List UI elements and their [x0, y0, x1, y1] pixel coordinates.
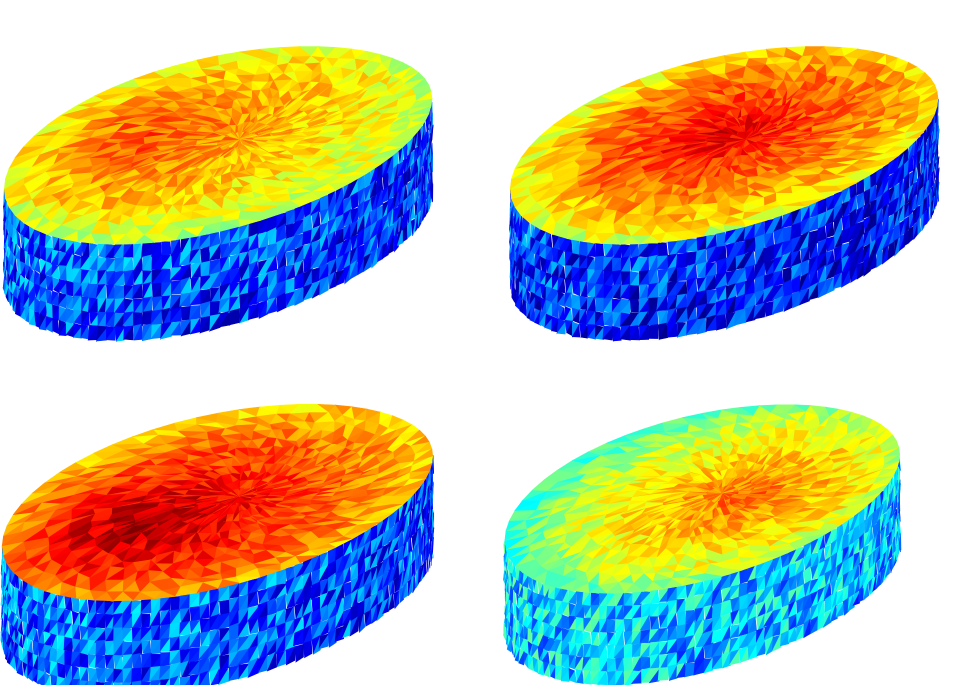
side-mesh-triangle [123, 325, 134, 341]
side-mesh-triangle [334, 198, 344, 218]
side-mesh-triangle [428, 109, 431, 127]
side-mesh-triangle [409, 134, 416, 155]
side-mesh-triangle [51, 265, 60, 280]
side-mesh-triangle [428, 194, 430, 212]
mesh-panel-top-left [2, 46, 434, 343]
side-mesh-triangle [416, 141, 422, 160]
side-mesh-triangle [329, 271, 337, 290]
side-mesh-triangle [188, 248, 201, 264]
side-mesh-triangle [348, 260, 359, 280]
side-mesh-triangle [189, 318, 201, 335]
side-mesh-triangle [28, 312, 36, 326]
side-mesh-triangle [29, 271, 35, 285]
side-mesh-triangle [52, 318, 60, 335]
side-mesh-triangle [210, 270, 221, 289]
side-mesh-triangle [427, 127, 430, 143]
side-mesh-triangle [47, 277, 54, 292]
side-mesh-triangle [17, 234, 21, 249]
side-mesh-triangle [318, 276, 329, 296]
side-mesh-triangle [431, 183, 434, 203]
side-mesh-triangle [188, 304, 201, 321]
side-mesh-triangle [428, 145, 432, 164]
side-mesh-triangle [265, 296, 278, 315]
side-mesh-triangle [133, 256, 144, 272]
side-mesh-triangle [133, 270, 144, 285]
side-mesh-triangle [81, 311, 90, 326]
side-mesh-triangle [430, 179, 433, 199]
side-mesh-triangle [265, 254, 278, 273]
side-mesh-triangle [431, 153, 433, 172]
side-mesh-triangle [34, 258, 41, 274]
side-mesh-triangle [320, 234, 329, 253]
side-mesh-triangle [276, 292, 287, 313]
side-mesh-triangle [404, 142, 408, 161]
side-mesh-triangle [410, 203, 416, 221]
side-mesh-triangle [256, 285, 269, 303]
side-mesh-triangle [132, 283, 144, 299]
side-mesh-triangle [180, 276, 192, 294]
side-mesh-triangle [326, 244, 337, 263]
side-mesh-triangle [386, 235, 394, 255]
side-mesh-triangle [133, 323, 144, 341]
side-mesh-triangle [396, 228, 404, 246]
side-mesh-triangle [74, 242, 83, 257]
side-mesh-triangle [170, 321, 182, 336]
side-mesh-triangle [71, 295, 82, 312]
top-mesh-triangle [660, 65, 685, 73]
side-mesh-triangle [285, 263, 296, 281]
side-mesh-triangle [421, 200, 427, 221]
side-mesh-triangle [321, 208, 330, 225]
side-mesh-triangle [161, 240, 172, 257]
mesh-panel-top-right [508, 46, 940, 343]
mesh-panel-bottom-left [0, 403, 435, 685]
side-mesh-triangle [394, 190, 399, 210]
side-mesh-triangle [430, 140, 433, 157]
side-mesh-triangle [160, 254, 172, 270]
side-mesh-triangle [8, 293, 12, 306]
side-mesh-triangle [249, 261, 259, 280]
side-mesh-triangle [105, 326, 116, 341]
side-mesh-triangle [351, 191, 359, 211]
side-mesh-triangle [229, 307, 240, 326]
side-mesh-triangle [294, 287, 304, 307]
side-mesh-triangle [407, 220, 412, 239]
side-mesh-triangle [343, 209, 352, 227]
side-mesh-triangle [405, 165, 412, 184]
side-mesh-triangle [312, 210, 321, 229]
side-mesh-triangle [430, 165, 433, 185]
